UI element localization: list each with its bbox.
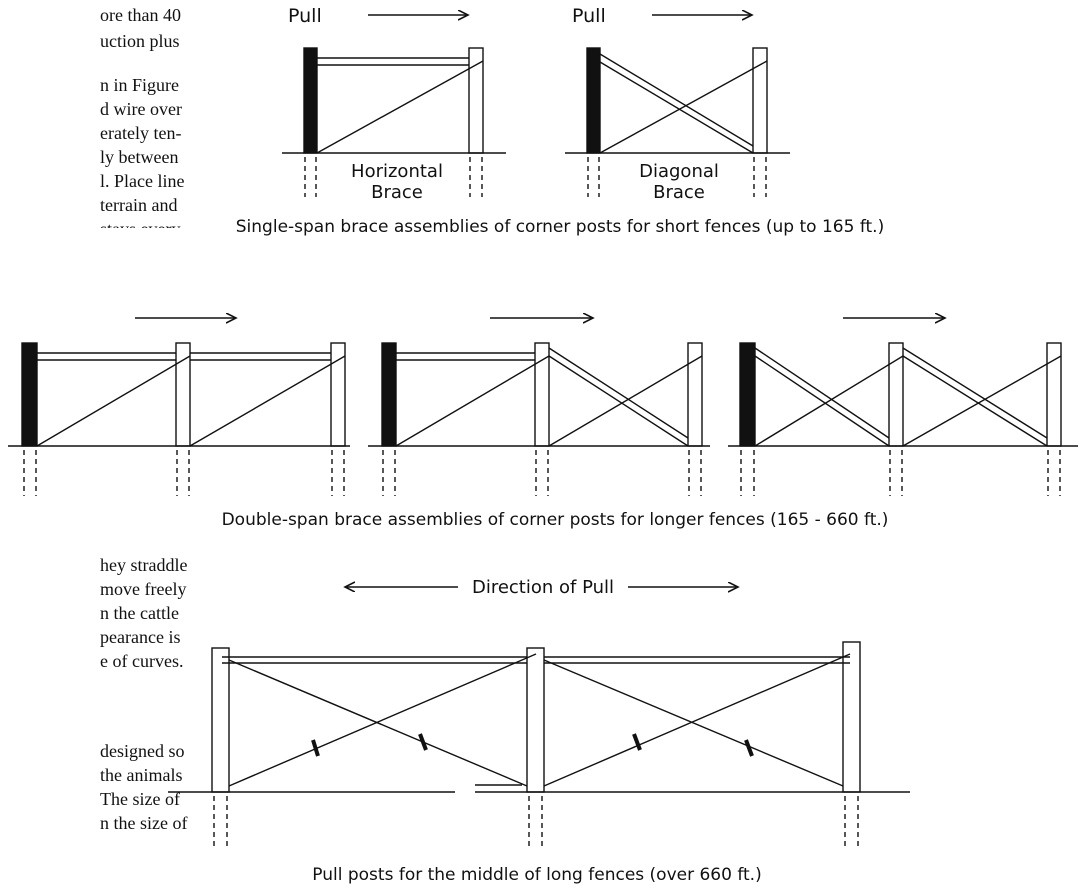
body-line: The size of bbox=[100, 789, 180, 809]
corner-post bbox=[303, 47, 318, 154]
pull-label: Pull bbox=[288, 5, 322, 27]
horizontal-brace-assembly bbox=[282, 15, 506, 197]
corner-post bbox=[739, 342, 756, 447]
body-line: the animals bbox=[100, 765, 183, 785]
brace-post bbox=[687, 342, 703, 447]
diagonal-brace-label: Brace bbox=[653, 182, 705, 203]
brace-post bbox=[175, 342, 191, 447]
brace-wire bbox=[316, 60, 484, 154]
body-line: l. Place line bbox=[100, 171, 185, 191]
twist-stick bbox=[632, 733, 642, 751]
pull-label: Pull bbox=[572, 5, 606, 27]
body-line: uction plus bbox=[100, 31, 180, 51]
diagonal-brace-assembly bbox=[565, 15, 790, 197]
brace-post bbox=[330, 342, 346, 447]
body-line: n in Figure bbox=[100, 75, 179, 95]
corner-post bbox=[21, 342, 38, 447]
corner-post bbox=[586, 47, 601, 154]
corner-post bbox=[381, 342, 397, 447]
twist-stick bbox=[311, 739, 320, 757]
brace-post bbox=[888, 342, 904, 447]
body-line: ly between bbox=[100, 147, 179, 167]
double-horizontal-brace-assembly bbox=[8, 342, 350, 496]
body-line: ore than 40 bbox=[100, 5, 181, 25]
body-line: erately ten- bbox=[100, 123, 182, 143]
body-line: designed so bbox=[100, 741, 185, 761]
pull-post bbox=[211, 647, 230, 793]
body-line: terrain and bbox=[100, 195, 178, 215]
body-line: n the cattle bbox=[100, 603, 179, 623]
pull-post bbox=[842, 641, 861, 793]
horizontal-brace-label: Horizontal bbox=[351, 161, 443, 182]
pull-post bbox=[526, 647, 545, 793]
brace-post bbox=[534, 342, 550, 447]
body-line: d wire over bbox=[100, 99, 182, 119]
body-line: pearance is bbox=[100, 627, 181, 647]
diagonal-brace-label: Diagonal bbox=[639, 161, 719, 182]
twist-stick bbox=[744, 739, 754, 757]
brace-post bbox=[1046, 342, 1062, 447]
body-line: e of curves. bbox=[100, 651, 184, 671]
horizontal-diagonal-brace-assembly bbox=[368, 342, 710, 496]
pull-post-assembly bbox=[168, 587, 910, 846]
single-span-caption: Single-span brace assemblies of corner p… bbox=[236, 217, 884, 237]
double-diagonal-brace-assembly bbox=[728, 342, 1078, 496]
double-span-caption: Double-span brace assemblies of corner p… bbox=[222, 510, 889, 530]
horizontal-brace-label: Brace bbox=[371, 182, 423, 203]
diagonal-rail bbox=[599, 53, 754, 147]
brace-post bbox=[752, 47, 768, 154]
brace-wire bbox=[599, 60, 768, 154]
body-line: n the size of bbox=[100, 813, 188, 833]
direction-of-pull-label: Direction of Pull bbox=[472, 577, 614, 598]
twist-stick bbox=[418, 733, 428, 751]
brace-post bbox=[468, 47, 484, 154]
pull-posts-caption: Pull posts for the middle of long fences… bbox=[312, 865, 761, 885]
body-line: move freely bbox=[100, 579, 187, 599]
body-line: hey straddle bbox=[100, 555, 188, 575]
